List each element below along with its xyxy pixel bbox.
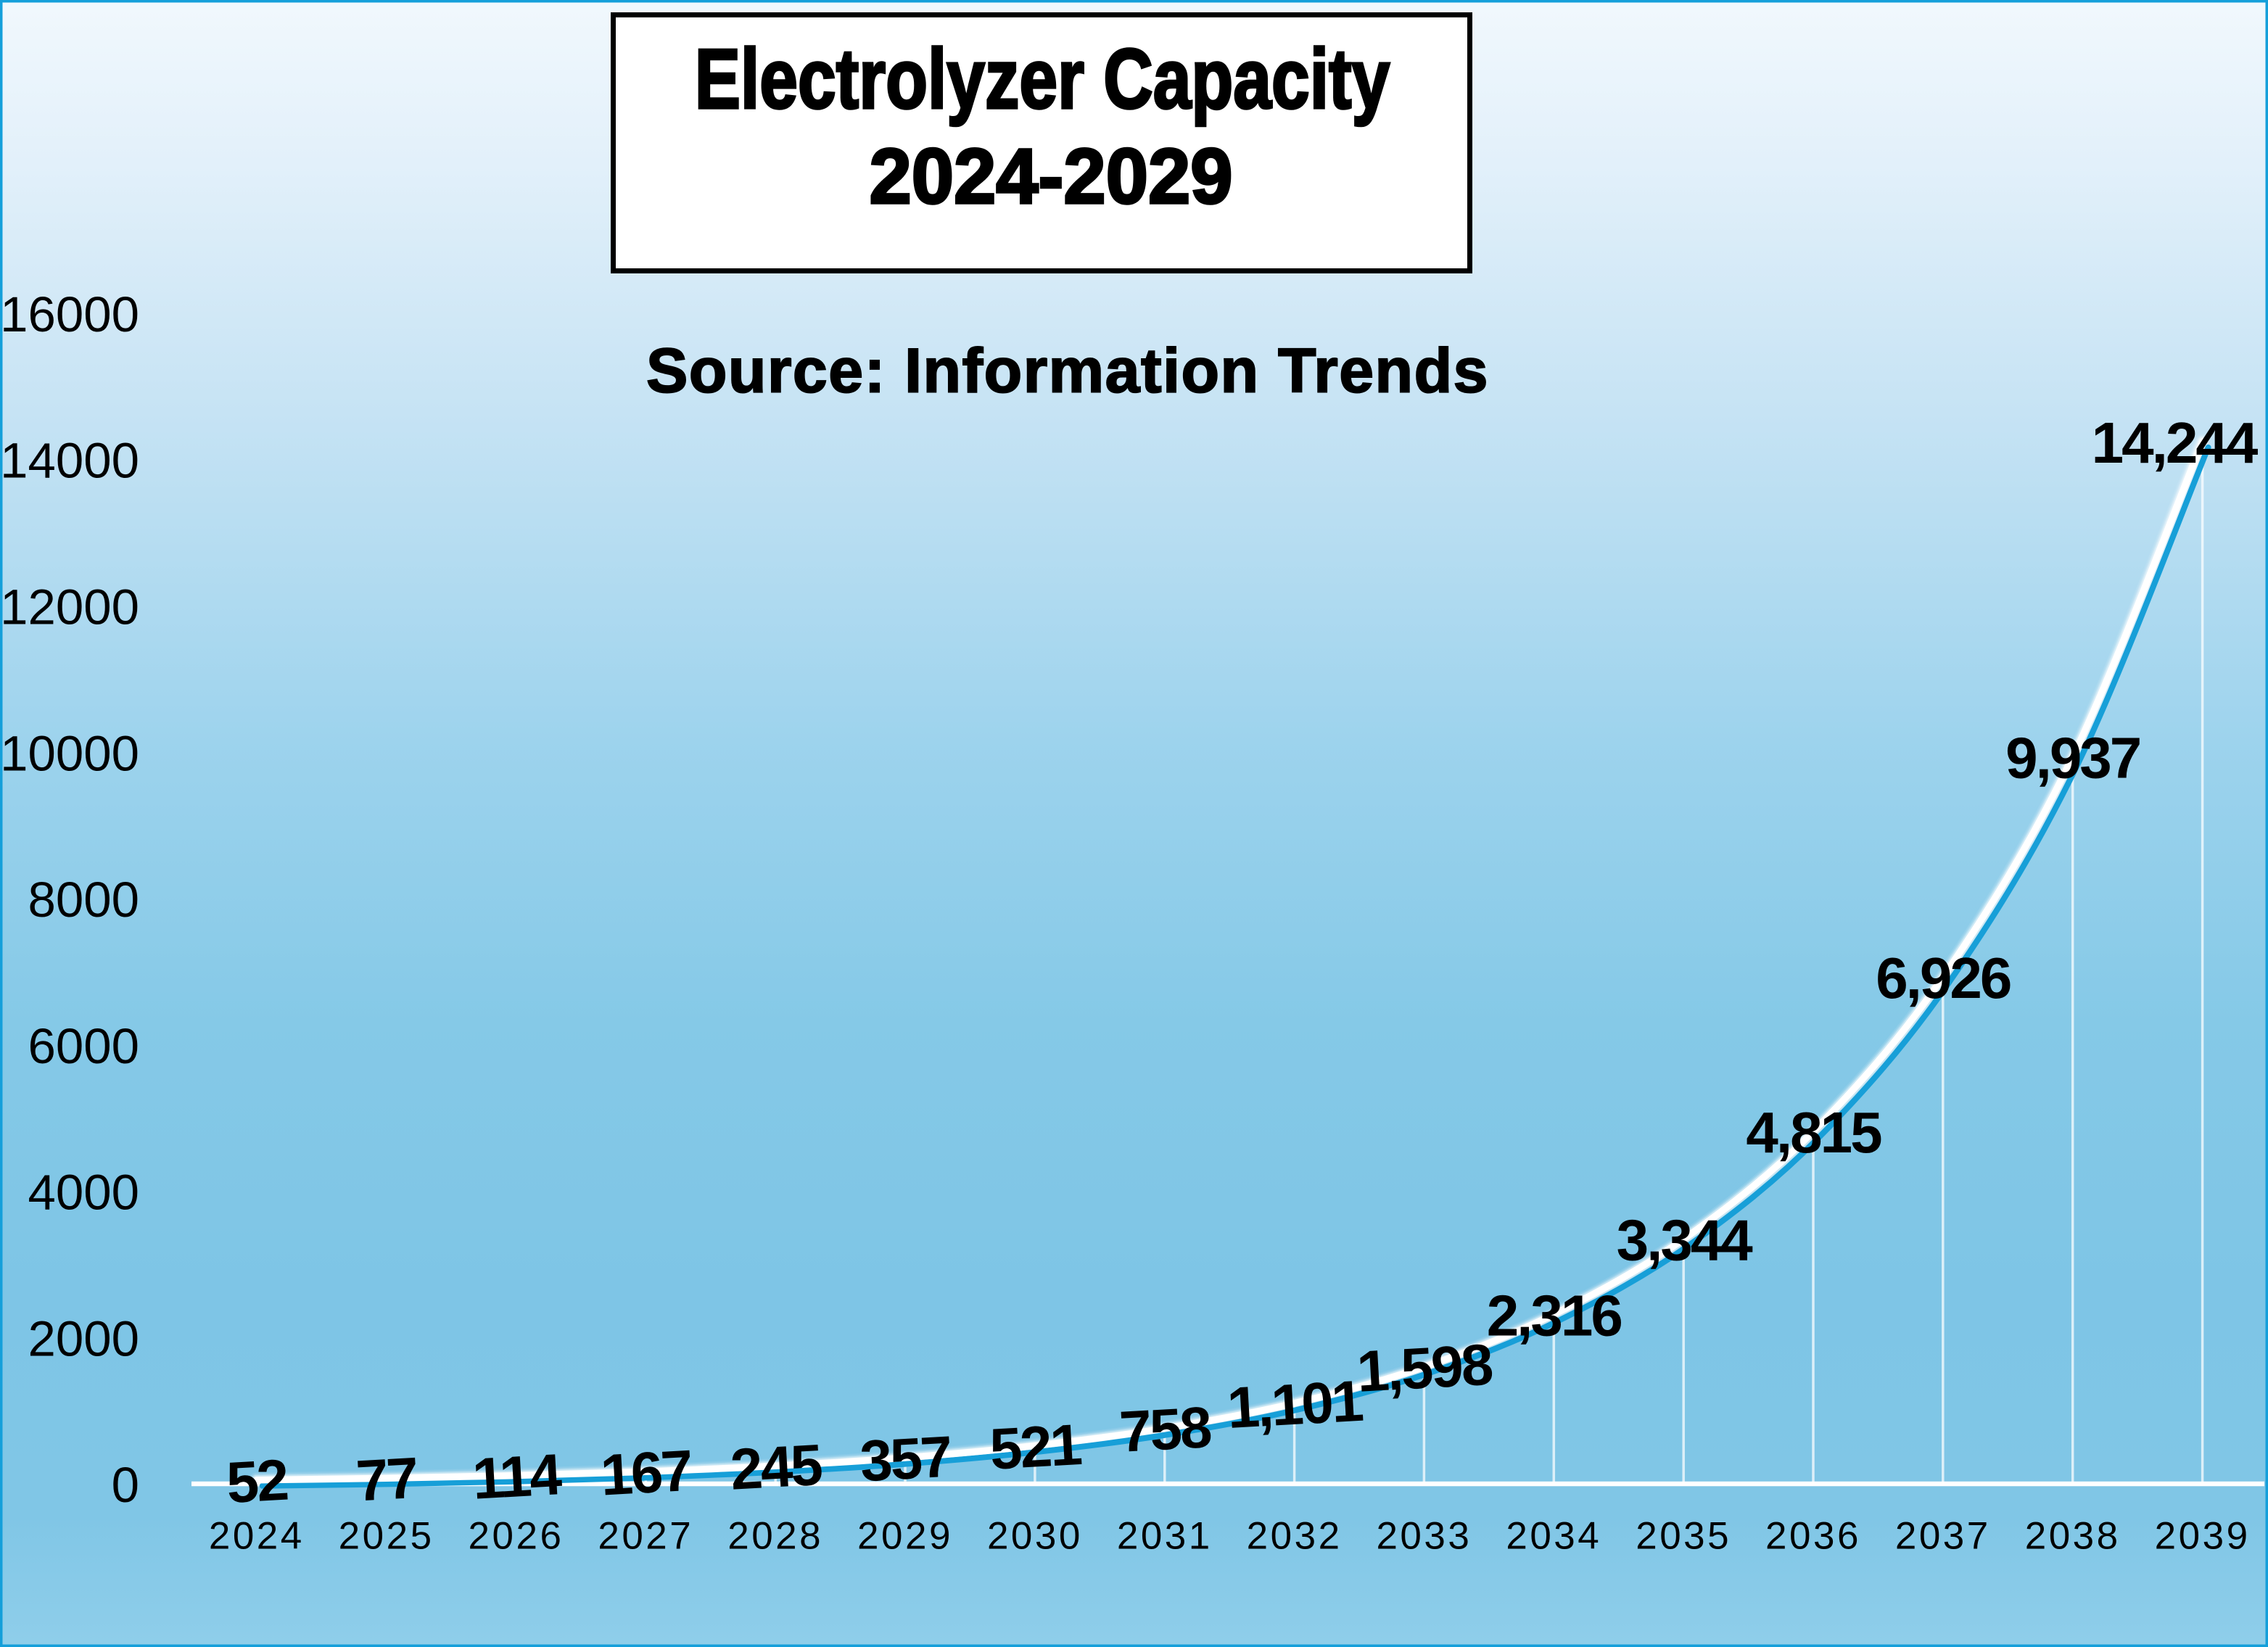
svg-text:2029: 2029	[857, 1514, 953, 1557]
svg-text:2032: 2032	[1247, 1514, 1343, 1557]
svg-text:758: 758	[1118, 1395, 1213, 1464]
svg-text:2039: 2039	[2155, 1514, 2251, 1557]
svg-text:Source: Information Trends: Source: Information Trends	[646, 337, 1489, 406]
svg-text:2031: 2031	[1117, 1514, 1213, 1557]
svg-text:2,316: 2,316	[1487, 1283, 1622, 1347]
svg-text:9,937: 9,937	[2005, 726, 2140, 791]
svg-text:2037: 2037	[1895, 1514, 1991, 1557]
svg-text:4,815: 4,815	[1746, 1100, 1881, 1165]
svg-text:2028: 2028	[727, 1514, 823, 1557]
svg-text:357: 357	[858, 1424, 952, 1494]
svg-text:2025: 2025	[339, 1514, 434, 1557]
svg-text:2036: 2036	[1765, 1514, 1861, 1557]
svg-text:1,101: 1,101	[1226, 1369, 1364, 1440]
svg-text:4000: 4000	[28, 1165, 140, 1221]
svg-text:2038: 2038	[2025, 1514, 2121, 1557]
svg-text:10000: 10000	[0, 725, 139, 781]
svg-text:521: 521	[988, 1412, 1083, 1482]
svg-text:2034: 2034	[1506, 1514, 1601, 1557]
svg-text:2026: 2026	[469, 1514, 564, 1557]
svg-text:2024-2029: 2024-2029	[870, 133, 1233, 220]
svg-text:2024: 2024	[209, 1514, 305, 1557]
svg-text:2035: 2035	[1636, 1514, 1731, 1557]
svg-text:2000: 2000	[28, 1310, 140, 1366]
svg-text:2030: 2030	[987, 1514, 1083, 1557]
svg-text:0: 0	[112, 1457, 139, 1513]
svg-text:14,244: 14,244	[2092, 410, 2259, 475]
svg-text:Electrolyzer Capacity: Electrolyzer Capacity	[695, 32, 1390, 127]
svg-text:1,598: 1,598	[1356, 1332, 1494, 1404]
svg-text:6,926: 6,926	[1876, 946, 2011, 1010]
svg-text:16000: 16000	[0, 286, 139, 342]
svg-text:52: 52	[225, 1448, 289, 1516]
svg-text:12000: 12000	[0, 579, 139, 635]
svg-text:77: 77	[355, 1445, 418, 1513]
svg-text:8000: 8000	[28, 872, 140, 928]
svg-text:167: 167	[599, 1438, 693, 1508]
svg-text:14000: 14000	[0, 433, 139, 489]
svg-text:2027: 2027	[598, 1514, 693, 1557]
svg-text:114: 114	[471, 1442, 564, 1511]
svg-text:245: 245	[729, 1432, 824, 1502]
svg-text:6000: 6000	[28, 1018, 140, 1074]
svg-text:3,344: 3,344	[1617, 1208, 1754, 1273]
svg-text:2033: 2033	[1376, 1514, 1472, 1557]
